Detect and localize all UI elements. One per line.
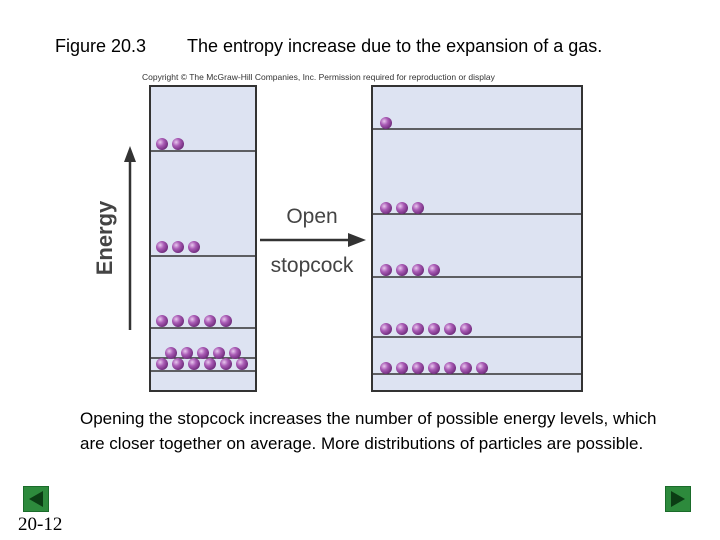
right-particle — [428, 264, 440, 276]
arrow-label-stopcock: stopcock — [271, 254, 354, 277]
left-container — [149, 85, 257, 392]
left-particle — [172, 241, 184, 253]
left-particle — [213, 347, 225, 359]
right-particle — [396, 264, 408, 276]
left-particle — [172, 358, 184, 370]
left-particle — [156, 358, 168, 370]
right-energy-levels — [373, 128, 581, 375]
right-particles — [380, 117, 488, 374]
right-particle — [380, 323, 392, 335]
right-particle — [444, 323, 456, 335]
energy-axis-label: Energy — [92, 200, 117, 275]
right-particle — [396, 202, 408, 214]
left-particle — [156, 315, 168, 327]
right-particle — [412, 264, 424, 276]
stopcock-arrowhead — [348, 233, 366, 247]
left-particle — [188, 315, 200, 327]
right-particle — [444, 362, 456, 374]
left-particle — [181, 347, 193, 359]
left-particle — [197, 347, 209, 359]
left-particle — [165, 347, 177, 359]
left-particle — [220, 315, 232, 327]
left-particle — [156, 138, 168, 150]
right-particle — [428, 323, 440, 335]
right-particle — [396, 362, 408, 374]
slide-number: 20-12 — [18, 514, 63, 535]
left-particle — [204, 358, 216, 370]
right-particle — [412, 202, 424, 214]
right-particle — [380, 117, 392, 129]
left-container-box — [149, 85, 257, 392]
left-particle — [156, 241, 168, 253]
left-particle — [172, 315, 184, 327]
left-particle — [220, 358, 232, 370]
right-particle — [412, 323, 424, 335]
figure-title: The entropy increase due to the expansio… — [187, 36, 603, 56]
left-particles — [156, 138, 248, 370]
right-particle — [380, 202, 392, 214]
right-container-box — [371, 85, 583, 392]
copyright-notice: Copyright © The McGraw-Hill Companies, I… — [142, 72, 495, 82]
back-arrow-icon[interactable] — [23, 486, 49, 512]
right-particle — [460, 362, 472, 374]
left-particle — [188, 358, 200, 370]
figure-label: Figure 20.3 — [55, 36, 147, 56]
right-particle — [428, 362, 440, 374]
left-particle — [188, 241, 200, 253]
right-particle — [396, 323, 408, 335]
right-particle — [380, 362, 392, 374]
forward-arrow-icon[interactable] — [665, 486, 691, 512]
caption: Opening the stopcock increases the numbe… — [80, 409, 657, 453]
right-particle — [460, 323, 472, 335]
arrow-label-open: Open — [286, 205, 337, 228]
right-particle — [476, 362, 488, 374]
right-particle — [412, 362, 424, 374]
left-particle — [236, 358, 248, 370]
left-particle — [229, 347, 241, 359]
left-particle — [172, 138, 184, 150]
energy-axis-arrowhead — [124, 146, 136, 162]
right-particle — [380, 264, 392, 276]
right-container — [371, 85, 583, 392]
left-particle — [204, 315, 216, 327]
